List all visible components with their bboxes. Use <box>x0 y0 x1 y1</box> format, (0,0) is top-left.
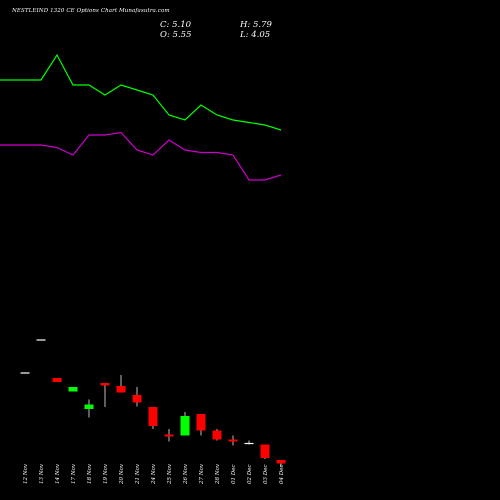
x-tick-label: 27 Nov <box>199 463 205 485</box>
chart-title: NESTLEIND 1320 CE Options Chart Munafasu… <box>12 8 170 14</box>
x-tick-label: 19 Nov <box>103 463 109 484</box>
candle-body-9 <box>148 407 158 426</box>
close-label: C: <box>160 20 170 30</box>
candle-body-5 <box>84 404 94 409</box>
open-label: O: <box>160 30 170 40</box>
open-readout: O: 5.55 <box>160 30 191 40</box>
x-tick-label: 14 Nov <box>55 463 61 484</box>
open-value: 5.55 <box>172 30 192 40</box>
x-tick-label: 20 Nov <box>119 463 125 485</box>
x-tick-label: 18 Nov <box>87 463 93 484</box>
candle-body-17 <box>276 460 286 464</box>
candle-body-16 <box>260 444 270 458</box>
x-tick-label: 12 Nov <box>23 463 29 484</box>
high-readout: H: 5.79 <box>240 20 272 30</box>
candle-body-11 <box>180 416 190 436</box>
low-label: L: <box>240 30 249 40</box>
close-value: 5.10 <box>172 20 192 30</box>
candle-body-7 <box>116 386 126 393</box>
candle-body-10 <box>164 434 174 437</box>
x-tick-label: 03 Dec <box>263 465 269 485</box>
candle-body-3 <box>52 378 62 382</box>
x-tick-label: 13 Nov <box>39 463 45 484</box>
low-value: 4.05 <box>251 30 271 40</box>
low-readout: L: 4.05 <box>240 30 270 40</box>
high-label: H: <box>240 20 251 30</box>
candle-body-12 <box>196 414 206 431</box>
x-tick-label: 26 Nov <box>183 463 189 485</box>
x-tick-label: 01 Dec <box>231 465 237 485</box>
x-tick-label: 24 Nov <box>151 463 157 485</box>
x-tick-label: 28 Nov <box>215 463 221 485</box>
x-tick-label: 25 Nov <box>167 463 173 485</box>
candle-body-8 <box>132 395 142 403</box>
high-value: 5.79 <box>252 20 272 30</box>
x-tick-label: 21 Nov <box>135 463 141 485</box>
candle-body-4 <box>68 387 78 392</box>
candle-body-14 <box>228 439 238 442</box>
overlay-line-1 <box>0 53 282 131</box>
overlay-line-2 <box>0 131 282 181</box>
candle-body-6 <box>100 383 110 386</box>
close-readout: C: 5.10 <box>160 20 191 30</box>
candle-body-13 <box>212 430 222 440</box>
x-tick-label: 17 Nov <box>71 463 77 484</box>
x-tick-label: 04 Dec <box>279 465 285 485</box>
x-tick-label: 02 Dec <box>247 465 253 485</box>
